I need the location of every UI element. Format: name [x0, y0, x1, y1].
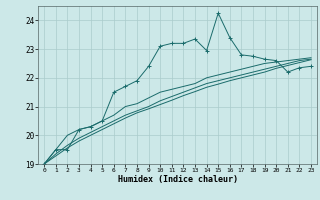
X-axis label: Humidex (Indice chaleur): Humidex (Indice chaleur): [118, 175, 238, 184]
